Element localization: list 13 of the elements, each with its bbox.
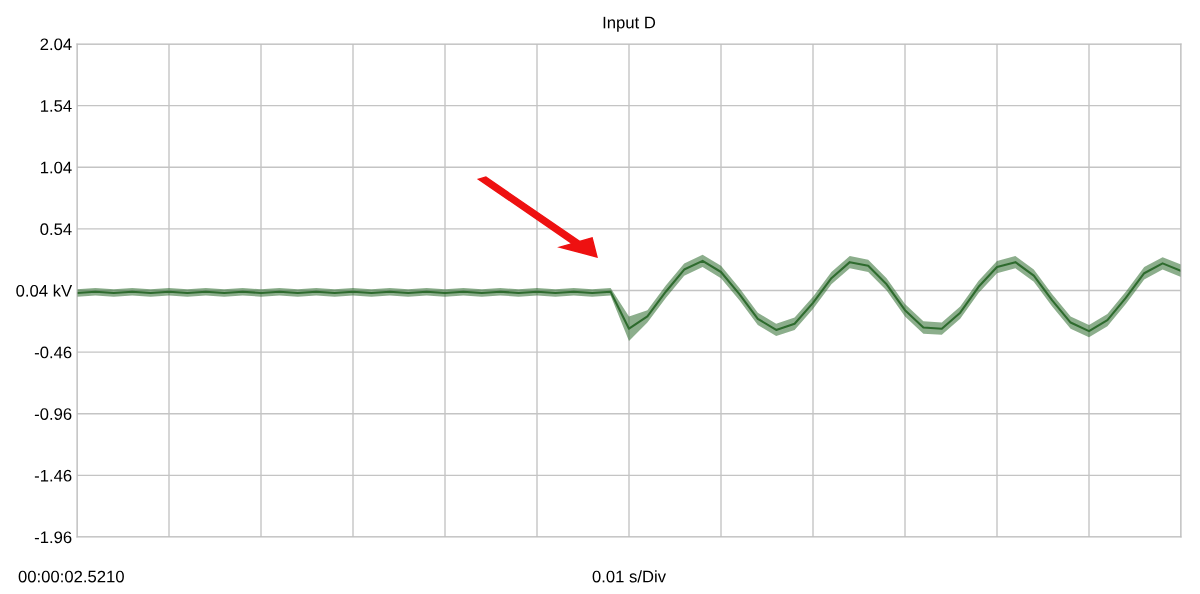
line-series xyxy=(77,259,1181,333)
text: 00:00:02.5210 xyxy=(18,570,124,583)
y-tick-label: -1.96 xyxy=(34,531,72,544)
chart-title: Input D xyxy=(603,16,656,32)
y-tick-label: 0.04 kV xyxy=(16,284,73,297)
y-tick-label: -0.46 xyxy=(34,346,72,359)
y-tick-label: 2.04 xyxy=(40,38,72,51)
y-tick-label: 0.54 xyxy=(40,223,72,236)
y-tick-label: -0.96 xyxy=(34,408,72,420)
y-tick-label: -1.46 xyxy=(34,469,72,482)
y-tick-label: 1.54 xyxy=(40,100,72,112)
text: 0.01 s/Div xyxy=(592,570,666,583)
y-tick-label: 1.04 xyxy=(40,161,72,174)
